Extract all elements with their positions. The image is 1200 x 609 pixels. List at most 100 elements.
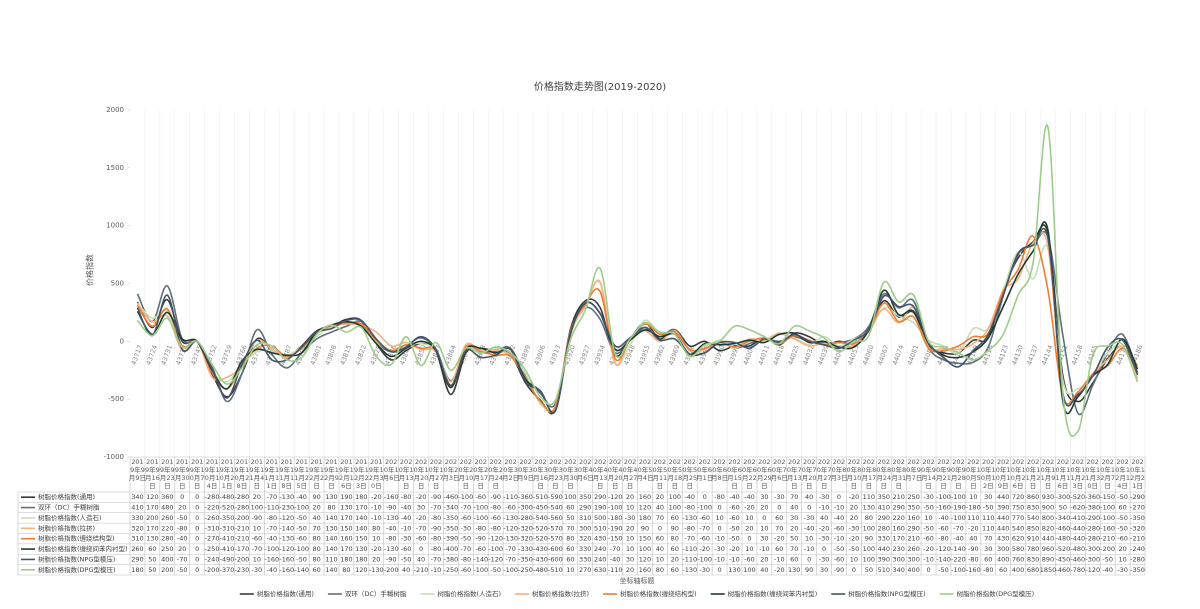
table-cell: -350 — [444, 514, 459, 522]
table-cell: 300 — [893, 555, 905, 563]
table-cell: -80 — [266, 514, 277, 522]
x-axis-label: 43913 — [548, 344, 563, 366]
table-cell: -100 — [294, 504, 309, 512]
table-cell: 80 — [312, 555, 320, 563]
table-cell: -60 — [834, 524, 845, 532]
table-cell: 620 — [1012, 535, 1024, 543]
x-axis-label: 43906 — [533, 344, 548, 366]
table-cell: 350 — [579, 493, 591, 501]
table-cell: -80 — [431, 535, 442, 543]
table-cell: 130 — [788, 566, 800, 574]
table-cell: -310 — [205, 524, 220, 532]
legend-label: 树脂价格指数(DPG型模压) — [957, 589, 1035, 598]
table-cell: 0 — [807, 504, 811, 512]
table-cell: -30 — [849, 524, 860, 532]
x-axis-title: 坐标轴标题 — [620, 576, 655, 585]
table-cell: -100 — [608, 504, 623, 512]
table-cell: 430 — [594, 535, 606, 543]
table-cell: -100 — [1100, 504, 1115, 512]
table-cell: -110 — [682, 555, 697, 563]
table-header: 202 0年6 月29 日 — [757, 458, 772, 490]
table-cell: 10 — [969, 493, 977, 501]
table-cell: -570 — [548, 535, 563, 543]
table-cell: 130 — [146, 535, 158, 543]
table-cell: -280 — [1130, 555, 1145, 563]
table-cell: -90 — [834, 566, 845, 574]
table-cell: -410 — [1070, 514, 1085, 522]
table-cell: -30 — [461, 524, 472, 532]
table-cell: 140 — [355, 524, 367, 532]
table-cell: 60 — [566, 555, 574, 563]
table-header: 202 0年4 月27 日 — [623, 458, 638, 490]
table-cell: -130 — [279, 493, 294, 501]
table-cell: 70 — [790, 545, 798, 553]
table-cell: -130 — [682, 514, 697, 522]
table-cell: -40 — [684, 493, 695, 501]
legend-label: 树脂价格指数(通用) — [257, 589, 314, 598]
table-cell: 20 — [253, 493, 261, 501]
table-cell: -40 — [938, 514, 949, 522]
table-cell: -50 — [296, 514, 307, 522]
table-cell: -100 — [936, 493, 951, 501]
table-cell: 0 — [419, 545, 423, 553]
table-header: 202 0年9 月7日 — [905, 458, 922, 482]
table-cell: 40 — [312, 514, 320, 522]
table-header: 202 0年1 0月1 9日 — [996, 458, 1011, 490]
table-cell: -40 — [953, 535, 964, 543]
table-cell: 20 — [850, 504, 858, 512]
table-cell: -460 — [1056, 524, 1071, 532]
table-cell: -80 — [490, 504, 501, 512]
table-cell: 60 — [984, 555, 992, 563]
table-cell: 170 — [893, 535, 905, 543]
table-cell: -170 — [235, 545, 250, 553]
x-axis-label: 43969 — [667, 344, 682, 366]
table-cell: 250 — [161, 545, 173, 553]
table-cell: -600 — [548, 555, 563, 563]
table-cell: 430 — [997, 535, 1009, 543]
x-axis-label: 44067 — [876, 344, 891, 366]
x-axis-label: 44123 — [995, 344, 1010, 366]
table-cell: -30 — [819, 555, 830, 563]
table-row-label: 树脂价格指数(人造石) — [38, 513, 102, 522]
table-cell: -20 — [744, 504, 755, 512]
table-cell: 70 — [775, 524, 783, 532]
table-cell: 50 — [148, 555, 156, 563]
table-header: 202 0年8 月24 日 — [876, 458, 891, 490]
table-cell: -20 — [699, 545, 710, 553]
table-cell: 20 — [656, 493, 664, 501]
table-cell: 240 — [594, 545, 606, 553]
table-cell: 330 — [131, 514, 143, 522]
table-cell: -120 — [936, 545, 951, 553]
table-cell: -60 — [729, 504, 740, 512]
table-cell: 80 — [312, 545, 320, 553]
table-cell: 250 — [907, 493, 919, 501]
table-cell: 20 — [790, 524, 798, 532]
table-cell: -100 — [951, 493, 966, 501]
table-header: 202 0年1 1月3 0日 — [1085, 458, 1100, 490]
table-cell: -90 — [490, 493, 501, 501]
x-axis-label: 43927 — [577, 344, 592, 366]
table-cell: -70 — [461, 545, 472, 553]
table-cell: 20 — [760, 504, 768, 512]
x-axis-label: 44060 — [861, 344, 876, 366]
table-cell: -290 — [1130, 493, 1145, 501]
table-cell: -160 — [264, 555, 279, 563]
table-cell: 480 — [161, 504, 173, 512]
y-tick-label: 0 — [120, 337, 124, 345]
table-cell: -80 — [431, 545, 442, 553]
x-axis-label: 44074 — [891, 344, 906, 366]
x-axis-label: 43780 — [264, 344, 279, 366]
table-cell: -110 — [608, 566, 623, 574]
x-axis-label: 43815 — [339, 344, 354, 366]
table-cell: -190 — [608, 524, 623, 532]
table-cell: -40 — [401, 504, 412, 512]
table-cell: -60 — [461, 566, 472, 574]
table-cell: -120 — [608, 493, 623, 501]
table-cell: 180 — [340, 555, 352, 563]
table-cell: -250 — [444, 566, 459, 574]
table-cell: -50 — [983, 504, 994, 512]
table-cell: -80 — [431, 514, 442, 522]
table-cell: -40 — [401, 514, 412, 522]
table-cell: 390 — [878, 555, 890, 563]
table-cell: 130 — [863, 504, 875, 512]
